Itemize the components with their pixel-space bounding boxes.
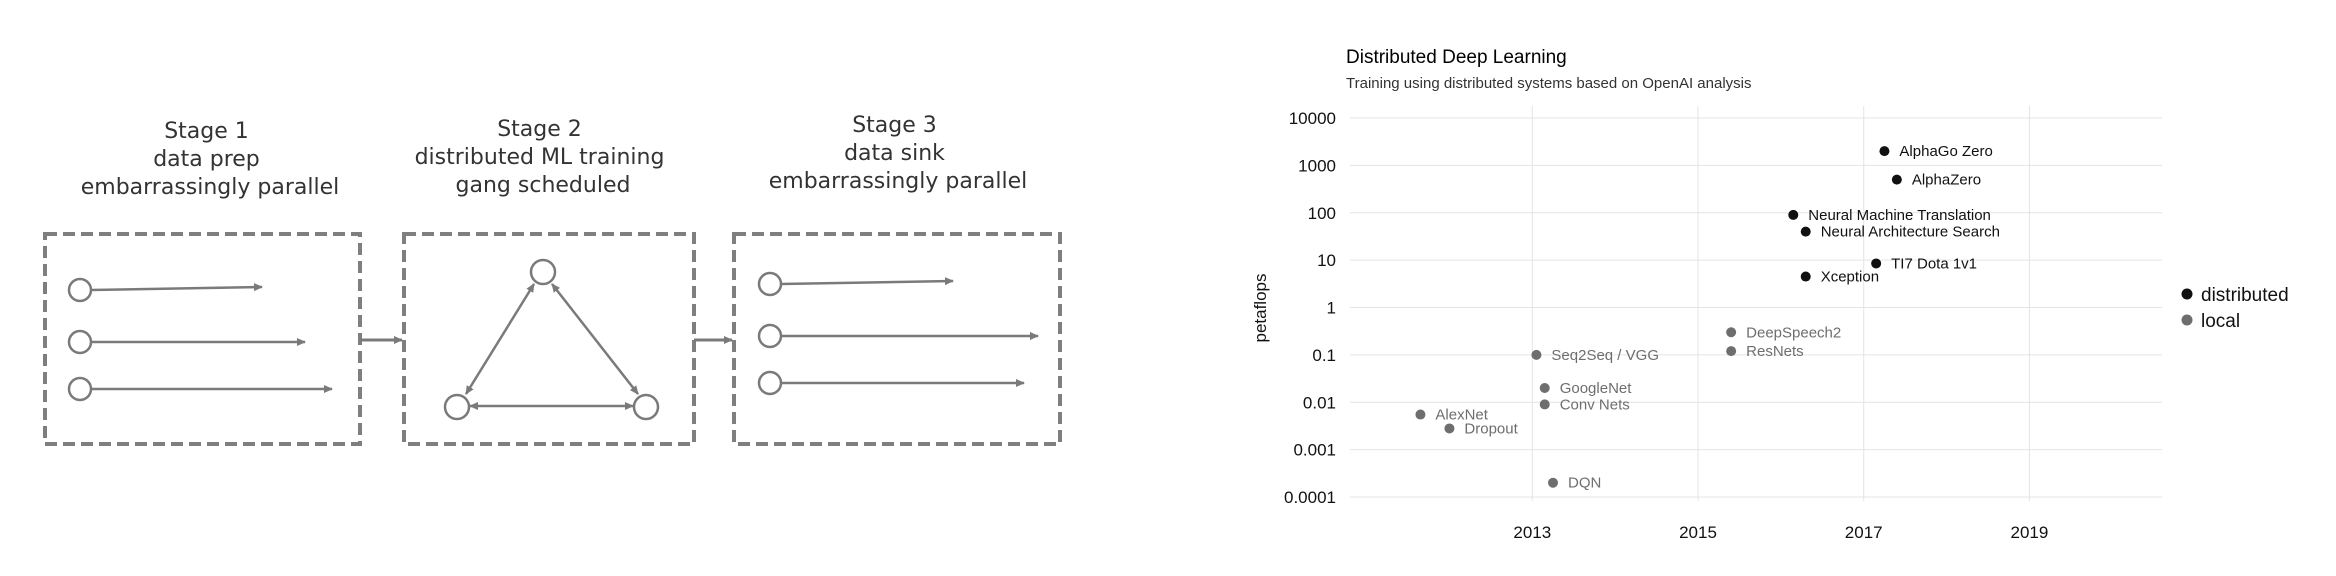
stage-1-task-node	[67, 329, 93, 355]
gridlines	[1350, 106, 2162, 501]
stage-1-task-node	[67, 277, 93, 303]
data-point-local	[1415, 409, 1426, 420]
legend-marker-local	[2181, 314, 2193, 326]
data-point-distributed	[1871, 258, 1882, 269]
y-axis-label: petaflops	[1251, 274, 1270, 343]
stage-1-box	[43, 232, 362, 446]
stage-2-subtitle: distributed ML training	[415, 145, 665, 170]
stage-1-task-arrow	[90, 283, 263, 292]
data-point-local	[1539, 399, 1550, 410]
data-point-label: DQN	[1568, 475, 1601, 492]
legend: distributed local	[2181, 285, 2289, 332]
axis-ticks: 10000 1000 100 10 1 0.1 0.01 0.001 0.0001 2013 201…	[1284, 109, 2048, 542]
data-point-label: AlphaZero	[1912, 172, 1981, 189]
stage-2-worker-node	[529, 258, 557, 286]
stage-3-box	[732, 232, 1062, 446]
data-point-distributed	[1891, 174, 1902, 185]
y-tick-label: 0.0001	[1284, 488, 1336, 507]
data-point-label: Neural Machine Translation	[1808, 207, 1991, 224]
data-point-local	[1539, 382, 1550, 393]
chart-title: Distributed Deep Learning	[1346, 47, 1567, 68]
stage-3-heading: Stage 3 data sink embarrassingly paralle…	[769, 113, 1028, 194]
data-point-local	[1531, 349, 1542, 360]
y-tick-label: 0.001	[1293, 441, 1336, 460]
data-point-label: DeepSpeech2	[1746, 324, 1841, 341]
stage-2-worker-node	[443, 393, 471, 421]
x-tick-label: 2015	[1679, 523, 1717, 542]
data-point-distributed	[1879, 146, 1890, 157]
data-point-distributed	[1800, 271, 1811, 282]
legend-label-distributed: distributed	[2201, 285, 2289, 306]
data-point-label: Dropout	[1464, 420, 1518, 437]
stage-2-title: Stage 2	[497, 117, 582, 142]
data-point-label: Seq2Seq / VGG	[1551, 347, 1659, 364]
data-points: AlphaGo Zero AlphaZero Neural Machine Tran…	[1415, 143, 2000, 492]
data-point-local	[1444, 423, 1455, 434]
data-point-local	[1726, 327, 1737, 338]
legend-label-local: local	[2201, 311, 2240, 332]
data-point-label: TI7 Dota 1v1	[1891, 255, 1977, 272]
stage-1-task-node	[67, 376, 93, 402]
stage-2-heading: Stage 2 distributed ML training gang sch…	[415, 117, 672, 198]
stage-3-description: embarrassingly parallel	[769, 169, 1028, 194]
stage-2-worker-node	[632, 393, 660, 421]
stage-3-task-node	[757, 323, 783, 349]
data-point-label: AlphaGo Zero	[1899, 143, 1992, 160]
stage-1-description: embarrassingly parallel	[81, 175, 340, 200]
y-tick-label: 10000	[1289, 109, 1336, 128]
x-tick-label: 2013	[1513, 523, 1551, 542]
data-point-local	[1726, 346, 1737, 357]
data-point-label: AlexNet	[1435, 407, 1488, 424]
stage-2-link-arrow	[551, 283, 639, 395]
stage-2-description: gang scheduled	[456, 173, 631, 198]
data-point-distributed	[1788, 209, 1799, 220]
data-point-label: Conv Nets	[1560, 396, 1630, 413]
y-tick-label: 0.01	[1303, 393, 1336, 412]
y-tick-label: 10	[1317, 251, 1336, 270]
stage-2-link-arrow	[464, 283, 536, 395]
scatter-chart: Distributed Deep Learning Training using…	[1251, 47, 2289, 542]
stage-3-task-node	[757, 370, 783, 396]
y-tick-label: 100	[1308, 204, 1336, 223]
stage-1-subtitle: data prep	[153, 147, 260, 172]
y-tick-label: 1	[1327, 299, 1336, 318]
data-point-local	[1548, 477, 1558, 488]
stage-3-task-node	[757, 271, 783, 297]
stage-3-title: Stage 3	[852, 113, 937, 138]
stage-3-task-arrow	[780, 277, 954, 286]
stage-1-heading: Stage 1 data prep embarrassingly paralle…	[81, 119, 340, 200]
y-tick-label: 0.1	[1312, 346, 1336, 365]
data-point-label: GoogleNet	[1560, 380, 1633, 397]
legend-marker-distributed	[2181, 288, 2193, 300]
data-point-label: Neural Architecture Search	[1821, 224, 2000, 241]
x-tick-label: 2019	[2011, 523, 2049, 542]
stage-1-title: Stage 1	[164, 119, 249, 144]
pipeline-diagram: Stage 1 data prep embarrassingly paralle…	[43, 113, 1062, 446]
data-point-distributed	[1800, 226, 1811, 237]
chart-subtitle: Training using distributed systems based…	[1346, 75, 1752, 92]
x-tick-label: 2017	[1845, 523, 1883, 542]
y-tick-label: 1000	[1298, 156, 1336, 175]
stage-2-box	[402, 232, 696, 446]
data-point-label: ResNets	[1746, 343, 1804, 360]
data-point-label: Xception	[1821, 269, 1879, 286]
stage-3-subtitle: data sink	[844, 141, 945, 166]
